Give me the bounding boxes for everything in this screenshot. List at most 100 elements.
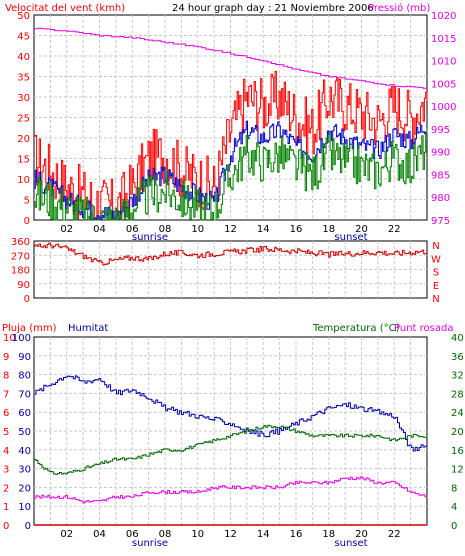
pressure-y-tick: 995 [431, 125, 450, 136]
sunrise-label-lower: sunrise [132, 538, 168, 549]
hum-x-tick: 22 [388, 529, 401, 540]
wind-x-tick: 12 [224, 224, 237, 235]
humidity-y-tick: 50 [18, 427, 31, 438]
series-dewpoint-line [34, 476, 428, 504]
humidity-y-tick: 70 [18, 389, 31, 400]
wind-speed-header: Velocitat del vent (kmh) [5, 3, 125, 14]
sunset-label-lower: sunset [334, 538, 367, 549]
labels-layer: 0510152025303540455097598098599099510001… [3, 11, 464, 549]
hum-x-tick: 04 [93, 529, 106, 540]
pressure-header: Pressió (mb) [368, 2, 430, 14]
wind-x-tick: 04 [93, 224, 106, 235]
hum-x-tick: 02 [60, 529, 73, 540]
wind-x-tick: 08 [159, 224, 172, 235]
direction-y-tick: 90 [17, 280, 30, 291]
rain-y-tick: 5 [3, 427, 9, 438]
temperature-y-tick: 20 [451, 427, 464, 438]
series-direction-line [34, 242, 428, 266]
wind-x-tick: 02 [60, 224, 73, 235]
direction-letter: N [432, 294, 439, 305]
pressure-y-tick: 990 [431, 148, 450, 159]
hum-x-tick: 06 [126, 529, 139, 540]
rain-y-tick: 10 [3, 333, 16, 344]
humidity-y-tick: 0 [25, 521, 31, 532]
temperature-y-tick: 40 [451, 333, 464, 344]
direction-y-tick: 360 [11, 237, 30, 248]
rain-y-tick: 8 [3, 371, 9, 382]
wind-y-tick: 20 [17, 134, 30, 145]
rain-y-tick: 6 [3, 408, 9, 419]
temperature-y-tick: 36 [451, 352, 464, 363]
pressure-y-tick: 1010 [431, 57, 456, 68]
series-temperature-line [34, 424, 428, 475]
wind-x-tick: 10 [191, 224, 204, 235]
wind-y-tick: 35 [17, 73, 30, 84]
pressure-y-tick: 1005 [431, 79, 456, 90]
hum-x-tick: 18 [322, 529, 335, 540]
humidity-y-tick: 30 [18, 465, 31, 476]
wind-x-tick: 22 [388, 224, 401, 235]
chart-title: 24 hour graph day : 21 Noviembre 2006 [172, 3, 374, 14]
wind-y-tick: 40 [17, 52, 30, 63]
wind-x-tick: 06 [126, 224, 139, 235]
rain-y-tick: 7 [3, 389, 9, 400]
temperature-y-tick: 32 [451, 371, 464, 382]
temperature-y-tick: 12 [451, 465, 464, 476]
direction-letter: W [431, 254, 441, 265]
series-humidity-line [34, 375, 428, 452]
temperature-y-tick: 16 [451, 446, 464, 457]
wind-y-tick: 0 [24, 216, 30, 227]
wind-x-tick: 16 [290, 224, 303, 235]
humidity-header: Humitat [68, 323, 108, 334]
series-pressure-line [34, 27, 428, 89]
series-low-line [34, 128, 428, 221]
humidity-y-tick: 20 [18, 483, 31, 494]
rain-y-tick: 3 [3, 465, 9, 476]
wind-y-tick: 45 [17, 32, 30, 43]
wind-y-tick: 30 [17, 93, 30, 104]
hum-x-tick: 12 [224, 529, 237, 540]
rain-y-tick: 0 [3, 521, 9, 532]
temperature-y-tick: 28 [451, 389, 464, 400]
humidity-y-tick: 60 [18, 408, 31, 419]
series-layer [34, 27, 428, 526]
wind-x-tick: 14 [257, 224, 270, 235]
pressure-y-tick: 1000 [431, 102, 456, 113]
wind-y-tick: 5 [24, 196, 30, 207]
temperature-header: Temperatura (°C) [312, 323, 400, 334]
temperature-y-tick: 0 [451, 521, 457, 532]
sunset-label: sunset [334, 232, 367, 243]
rain-y-tick: 9 [3, 352, 9, 363]
rain-y-tick: 1 [3, 502, 9, 513]
pressure-y-tick: 975 [431, 216, 450, 227]
direction-y-tick: 270 [11, 251, 30, 262]
pressure-y-tick: 980 [431, 193, 450, 204]
wind-y-tick: 50 [17, 11, 30, 22]
pressure-y-tick: 985 [431, 170, 450, 181]
rain-header: Pluja (mm) [2, 323, 57, 334]
hum-x-tick: 08 [159, 529, 172, 540]
hum-x-tick: 20 [355, 529, 368, 540]
temperature-y-tick: 24 [451, 408, 464, 419]
humidity-y-tick: 10 [18, 502, 31, 513]
humidity-y-tick: 80 [18, 371, 31, 382]
hum-x-tick: 14 [257, 529, 270, 540]
temperature-y-tick: 4 [451, 502, 457, 513]
rain-y-tick: 2 [3, 483, 9, 494]
humidity-y-tick: 90 [18, 352, 31, 363]
humidity-y-tick: 100 [12, 333, 31, 344]
temperature-y-tick: 8 [451, 483, 457, 494]
humidity-y-tick: 40 [18, 446, 31, 457]
pressure-y-tick: 1015 [431, 34, 456, 45]
direction-letter: E [433, 281, 439, 292]
hum-x-tick: 16 [290, 529, 303, 540]
wind-x-tick: 18 [322, 224, 335, 235]
dewpoint-header: Punt rosada [394, 323, 453, 334]
direction-letter: N [432, 241, 439, 252]
wind-y-tick: 25 [17, 114, 30, 125]
pressure-y-tick: 1020 [431, 11, 456, 22]
direction-y-tick: 0 [24, 294, 30, 305]
